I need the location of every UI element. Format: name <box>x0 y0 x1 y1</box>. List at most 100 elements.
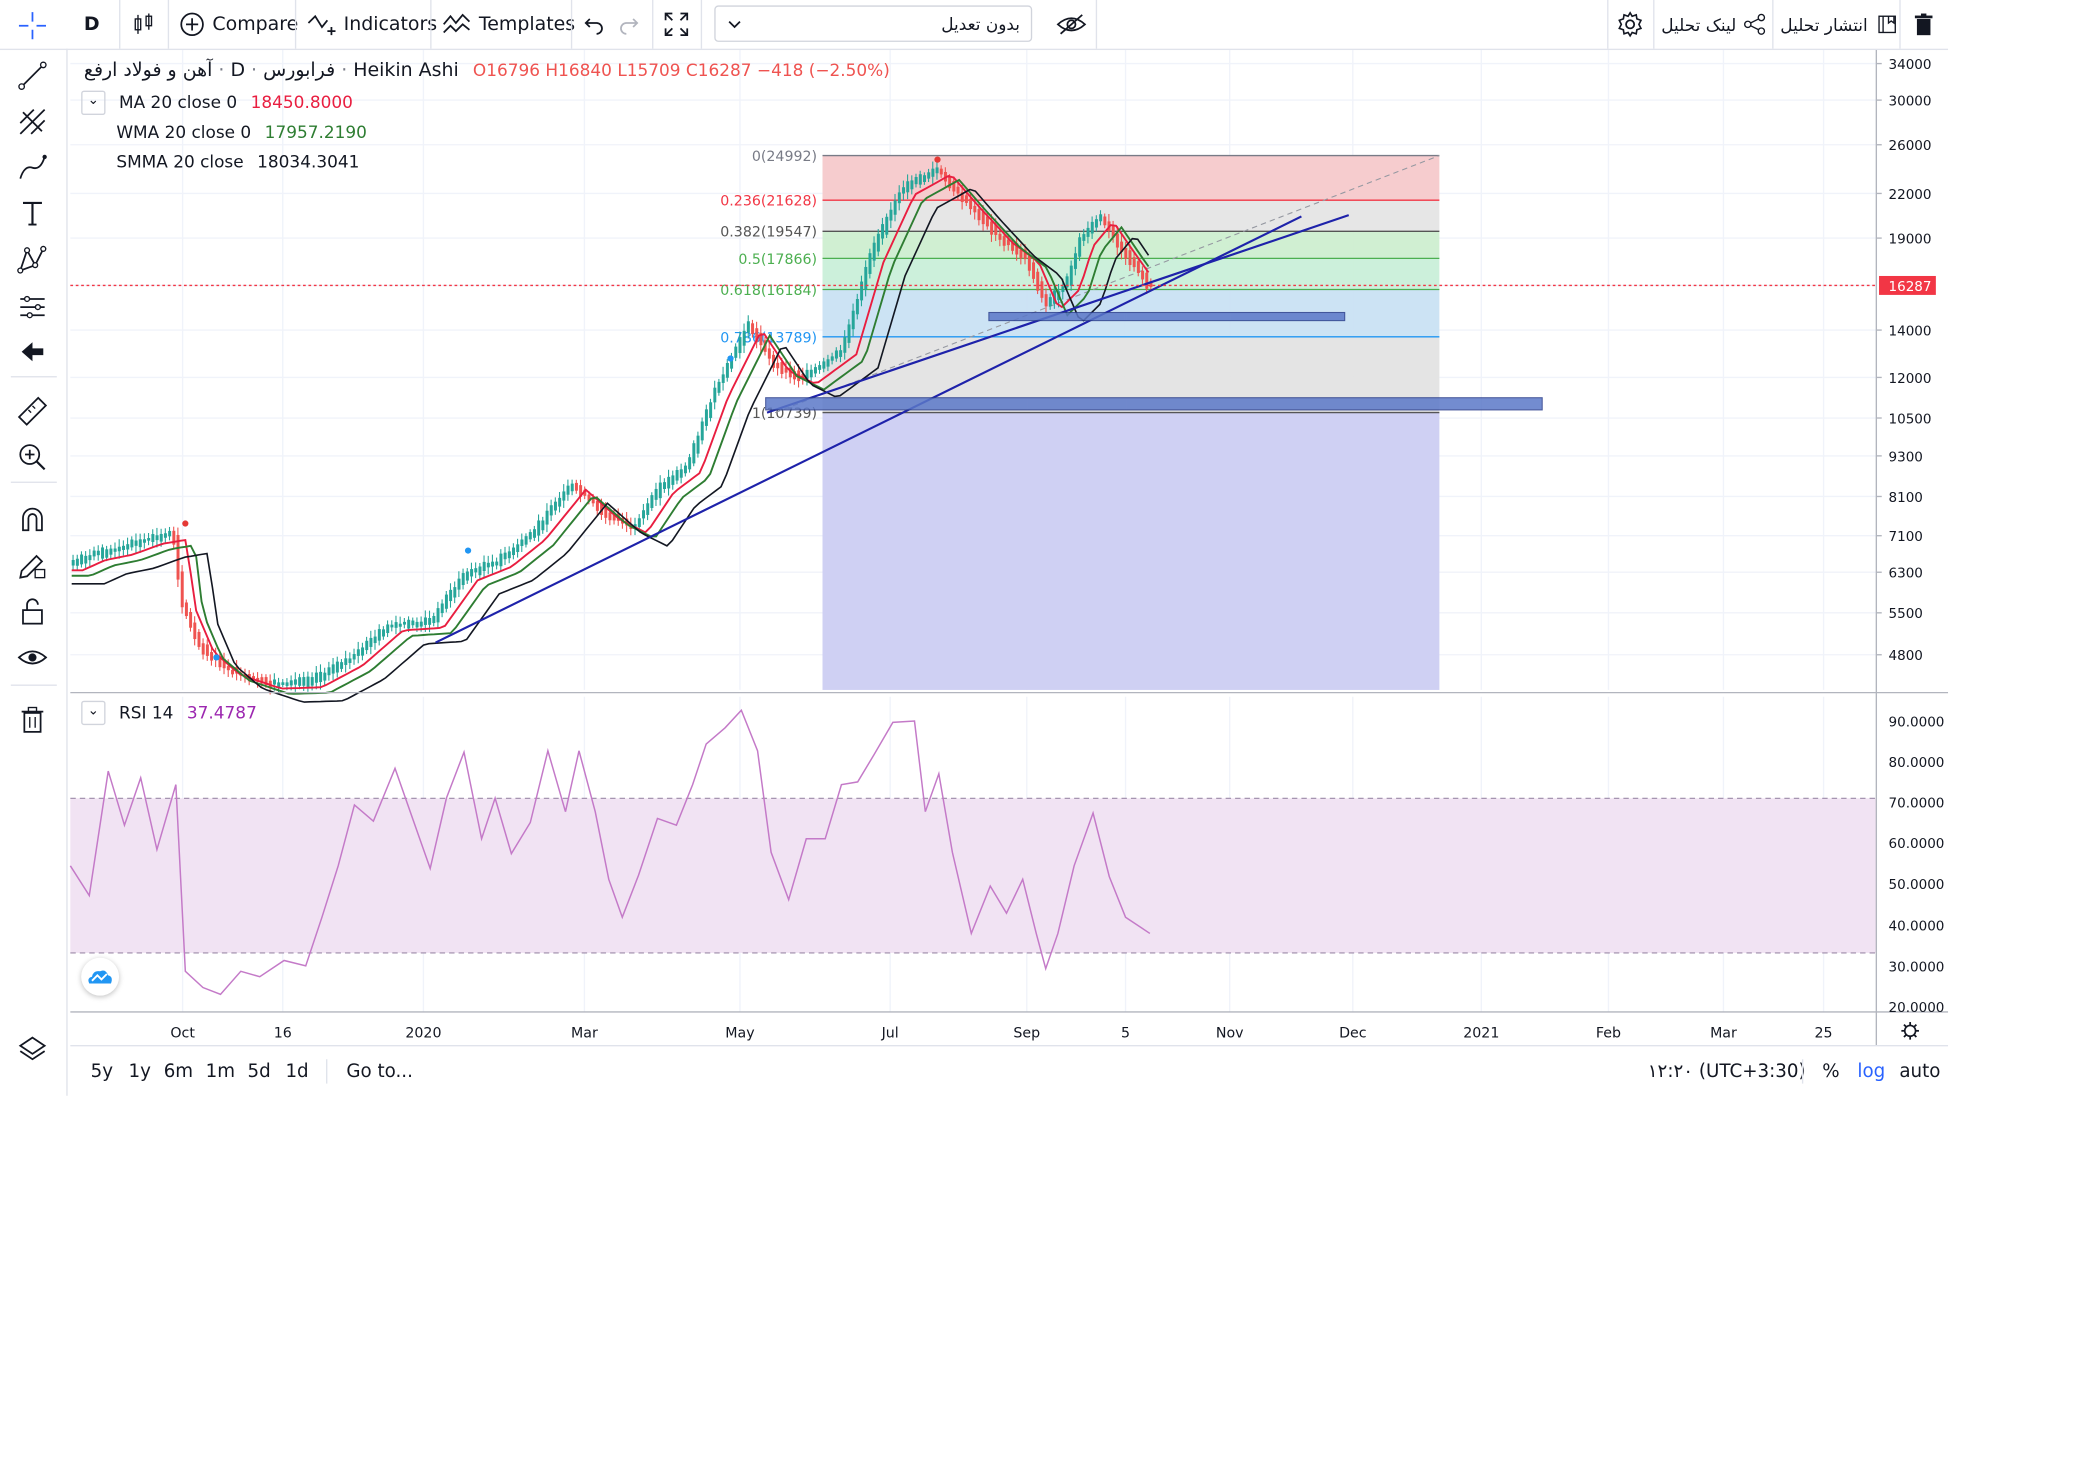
range-5d[interactable]: 5d <box>247 1060 271 1083</box>
timezone-clock[interactable]: ۱۲:۲۰ (UTC+3:30) <box>1647 1060 1806 1083</box>
goto-button[interactable]: Go to... <box>346 1060 413 1083</box>
candles-icon <box>134 13 153 34</box>
study-value: 18034.3041 <box>257 151 360 172</box>
pattern-tool[interactable] <box>14 241 52 279</box>
compare-button[interactable]: Compare <box>179 0 298 49</box>
plus-circle-icon <box>180 12 204 37</box>
candle-up <box>101 547 105 559</box>
ruler-tool[interactable] <box>14 392 52 430</box>
candle-up <box>1082 234 1086 241</box>
candle-up <box>822 361 826 369</box>
prediction-tool[interactable] <box>14 287 52 325</box>
candle-down <box>1124 247 1128 259</box>
study-name[interactable]: SMMA 20 close <box>116 151 244 172</box>
candle-down <box>587 494 591 501</box>
log-toggle[interactable]: log <box>1857 1060 1886 1083</box>
redo-icon <box>620 18 639 35</box>
candle-up <box>923 175 926 183</box>
price-tick-label: 5500 <box>1889 606 1923 622</box>
rsi-name[interactable]: RSI 14 <box>119 701 174 722</box>
study-name[interactable]: MA 20 close 0 <box>119 91 238 112</box>
rsi-tick-label: 50.0000 <box>1889 877 1945 893</box>
candle-down <box>1040 281 1044 298</box>
range-1d[interactable]: 1d <box>285 1060 309 1083</box>
visibility-tool[interactable] <box>14 639 52 677</box>
fullscreen-button[interactable] <box>663 0 690 49</box>
candle-up <box>486 562 490 568</box>
interval-button[interactable]: D <box>84 0 100 49</box>
fib-tool[interactable] <box>14 103 52 141</box>
candle-up <box>805 369 809 379</box>
crosshair-tool[interactable] <box>14 7 52 45</box>
trendline-lower <box>435 215 1302 644</box>
candle-up <box>809 369 813 378</box>
candle-up <box>721 374 725 383</box>
delete-button[interactable] <box>1912 0 1936 49</box>
candle-up <box>650 495 654 508</box>
share-link-button[interactable]: لینک تحلیل <box>1661 0 1767 49</box>
zoom-in-icon <box>19 444 46 471</box>
candle-up <box>323 672 327 681</box>
undo-icon <box>584 18 603 35</box>
range-1m[interactable]: 1m <box>205 1060 236 1083</box>
auto-toggle[interactable]: auto <box>1899 1060 1941 1083</box>
settings-button[interactable] <box>1617 0 1644 49</box>
tv-logo-button[interactable] <box>81 957 120 996</box>
percent-toggle[interactable]: % <box>1822 1060 1840 1083</box>
lock-tool[interactable] <box>14 593 52 631</box>
zoom-in-tool[interactable] <box>14 438 52 476</box>
pitchfork-icon <box>19 108 46 135</box>
undo-button[interactable] <box>582 0 606 49</box>
range-6m[interactable]: 6m <box>163 1060 194 1083</box>
remove-drawings-tool[interactable] <box>14 701 52 739</box>
candle-up <box>658 482 662 499</box>
candle-up <box>411 620 415 626</box>
templates-button[interactable]: Templates <box>442 0 575 49</box>
candle-up <box>277 682 281 688</box>
candle-up <box>122 545 125 550</box>
fib-diagonal <box>774 155 1440 414</box>
templates-label: Templates <box>478 13 576 36</box>
user-drawings[interactable] <box>70 156 1877 661</box>
symbol-name[interactable]: آهن و فولاد ارفع <box>83 59 213 82</box>
candle-down <box>579 485 583 497</box>
adjustment-select[interactable]: بدون تعدیل <box>714 5 1033 42</box>
range-5y[interactable]: 5y <box>90 1060 114 1083</box>
text-tool[interactable] <box>14 195 52 233</box>
candle-up <box>142 539 146 543</box>
candle-up <box>872 242 876 261</box>
candle-up <box>683 465 687 474</box>
rsi-tick-label: 40.0000 <box>1889 919 1945 935</box>
study-legend-smma: SMMA 20 close 18034.3041 <box>116 152 359 172</box>
candle-down <box>260 677 264 684</box>
study-name[interactable]: WMA 20 close 0 <box>116 121 252 143</box>
chart-style-button[interactable] <box>130 0 157 49</box>
candle-up <box>281 682 285 685</box>
indicators-button[interactable]: Indicators <box>307 0 437 49</box>
candle-up <box>562 491 566 501</box>
object-tree-tool[interactable] <box>14 1031 52 1069</box>
legend-interval: D <box>230 59 246 82</box>
back-tool[interactable] <box>14 333 52 371</box>
range-1y[interactable]: 1y <box>128 1060 151 1083</box>
publish-button[interactable]: انتشار تحلیل <box>1780 0 1899 49</box>
candle-up <box>855 298 859 315</box>
collapse-rsi-button[interactable]: ⌄ <box>81 700 106 726</box>
stay-in-drawing-tool[interactable] <box>14 547 52 585</box>
trendline-tool[interactable] <box>14 57 52 95</box>
redo-button[interactable] <box>617 0 641 49</box>
brush-tool[interactable] <box>14 149 52 187</box>
candle-down <box>788 367 792 378</box>
collapse-legend-button[interactable]: ⌄ <box>81 90 106 115</box>
candle-down <box>801 373 805 379</box>
time-tick-label: 5 <box>1121 1026 1130 1042</box>
hide-drawings-button[interactable] <box>1055 0 1087 49</box>
fib-retracement[interactable]: 0(24992) 0.236(21628) 0.382(19547) 0.5(1786… <box>720 149 1440 690</box>
magnet-tool[interactable] <box>14 501 52 539</box>
candle-up <box>474 568 478 573</box>
candle-down <box>981 211 985 225</box>
axis-settings-gear-tooth <box>1913 1023 1917 1028</box>
unlock-icon <box>22 598 43 625</box>
candle-down <box>755 328 759 342</box>
